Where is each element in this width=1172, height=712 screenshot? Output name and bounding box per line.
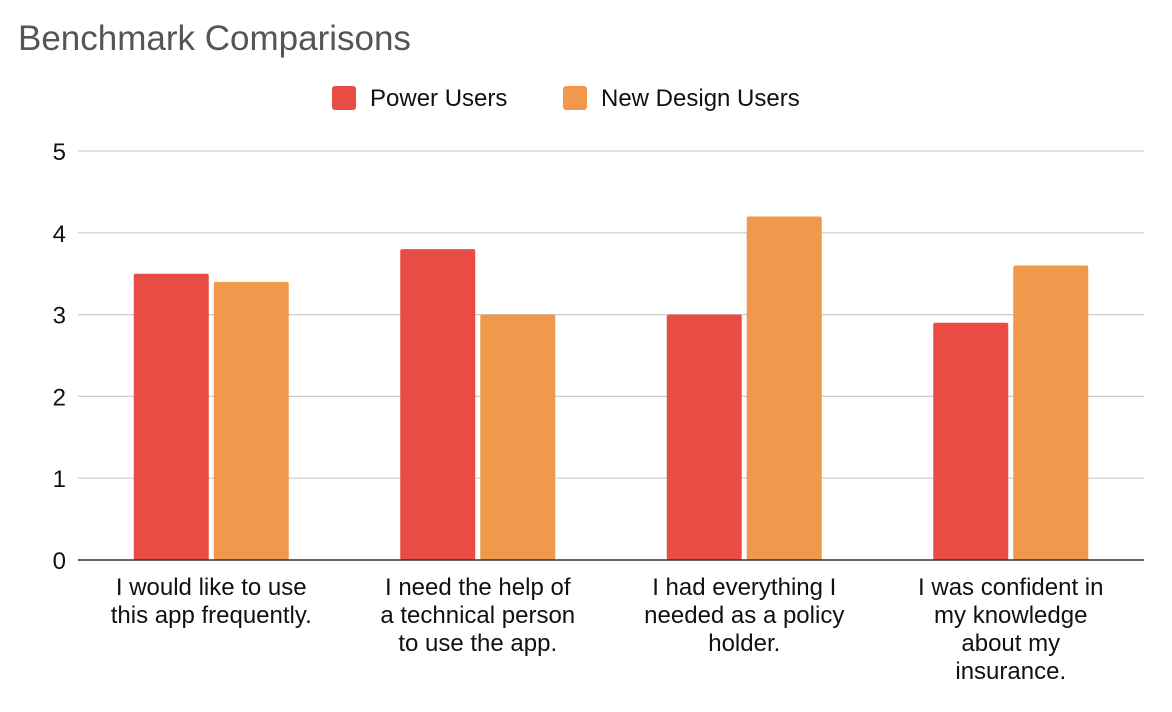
bar-new-design-users-1	[213, 281, 289, 560]
legend-label-new-design-users: New Design Users	[601, 85, 800, 112]
bar-new-design-users-3	[746, 216, 822, 560]
x-category-label: this app frequently.	[111, 602, 312, 629]
x-category-label: about my	[961, 630, 1060, 657]
y-tick-label: 0	[53, 548, 66, 575]
x-category-label: insurance.	[955, 658, 1066, 685]
bar-power-users-3	[666, 314, 742, 560]
y-tick-label: 4	[53, 221, 66, 248]
y-tick-label: 5	[53, 139, 66, 166]
legend-label-power-users: Power Users	[370, 85, 507, 112]
x-category-label: holder.	[708, 630, 780, 657]
y-tick-label: 2	[53, 384, 66, 411]
x-category-label: I was confident in	[918, 574, 1103, 601]
bar-power-users-4	[933, 322, 1009, 560]
y-tick-label: 3	[53, 303, 66, 330]
bar-power-users-1	[133, 273, 209, 560]
chart-legend: Power Users New Design Users	[332, 85, 800, 112]
x-category-label: I had everything I	[652, 574, 836, 601]
y-axis-ticks: 0 1 2 3 4 5	[53, 139, 66, 575]
chart-bars	[133, 216, 1089, 560]
legend-swatch-new-design-users	[563, 86, 587, 110]
bar-new-design-users-2	[480, 314, 556, 560]
legend-swatch-power-users	[332, 86, 356, 110]
x-category-label: my knowledge	[934, 602, 1087, 629]
x-category-label: I would like to use	[116, 574, 307, 601]
y-tick-label: 1	[53, 466, 66, 493]
bar-power-users-2	[400, 249, 476, 560]
x-category-label: needed as a policy	[644, 602, 844, 629]
x-category-label: a technical person	[380, 602, 575, 629]
chart-title: Benchmark Comparisons	[18, 19, 411, 58]
bar-new-design-users-4	[1013, 265, 1089, 560]
x-category-label: I need the help of	[385, 574, 571, 601]
x-category-label: to use the app.	[398, 630, 557, 657]
